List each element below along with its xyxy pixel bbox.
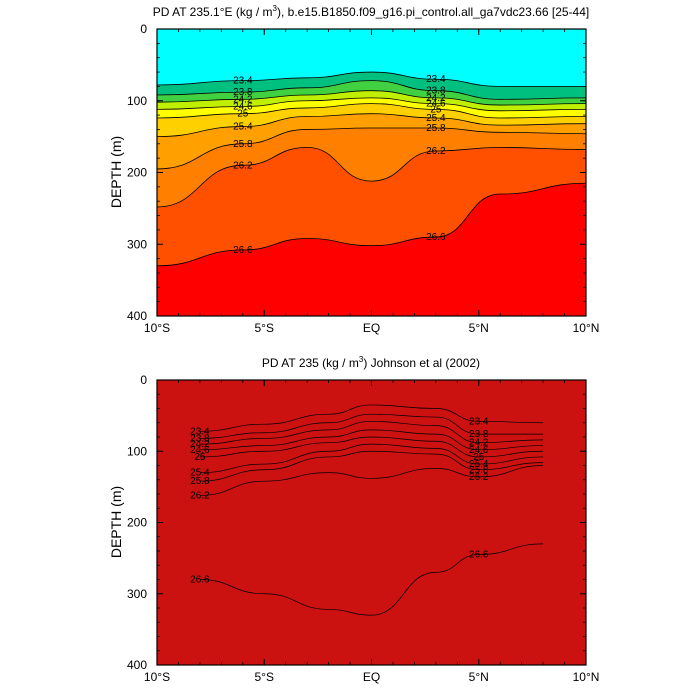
contour-line-25 — [157, 103, 586, 119]
contour-label: 25.8 — [233, 139, 253, 150]
bottom-filled-contours — [157, 380, 586, 665]
y-tick-label: 400 — [127, 309, 147, 323]
contour-line-25.4 — [157, 113, 586, 138]
contour-label: 26.6 — [190, 575, 210, 586]
contour-label: 23.4 — [190, 426, 210, 437]
contour-label: 26.2 — [233, 160, 253, 171]
contour-line-26.2 — [157, 146, 586, 208]
contour-line-25.8 — [157, 127, 586, 170]
contour-label: 23.4 — [426, 74, 446, 85]
contour-line-23.4 — [157, 71, 586, 87]
contour-label: 23.8 — [469, 429, 489, 440]
contour-line-23.8 — [157, 80, 586, 100]
bottom-fill — [157, 380, 586, 665]
contour-label: 25 — [237, 109, 249, 120]
contour-label: 26.2 — [469, 472, 489, 483]
x-tick-label: 5°S — [255, 670, 274, 684]
contour-line-23.8 — [199, 413, 544, 439]
x-tick-label: 5°N — [469, 670, 489, 684]
contour-label: 23.8 — [426, 86, 446, 97]
x-tick-label: 10°S — [144, 670, 170, 684]
contour-line-26.6 — [199, 543, 544, 616]
contour-label: 25.4 — [426, 113, 446, 124]
bottom-contour-lines — [199, 404, 544, 616]
top-axes: 10°S 5°S EQ 5°N 10°N 0 100 200 300 400 — [127, 22, 599, 335]
contour-line-26.6 — [157, 182, 586, 267]
contour-label: 23.4 — [233, 76, 253, 87]
y-tick-label: 300 — [127, 237, 147, 251]
top-title: PD AT 235.1°E (kg / m3), b.e15.B1850.f09… — [153, 4, 589, 19]
contour-label: 24.6 — [426, 99, 446, 110]
contour-label: 26.6 — [469, 550, 489, 561]
contour-label: 25 — [430, 104, 442, 115]
contour-label: 25.8 — [426, 123, 446, 134]
contour-label: 26.6 — [233, 245, 253, 256]
x-tick-label: 10°N — [573, 321, 600, 335]
contour-line-24.2 — [199, 420, 544, 445]
y-tick-label: 200 — [127, 166, 147, 180]
x-tick-label: 5°N — [469, 321, 489, 335]
y-tick-label: 200 — [127, 516, 147, 530]
contour-label: 26.2 — [190, 490, 210, 501]
top-filled-contours — [157, 29, 586, 316]
contour-label: 25.4 — [190, 468, 210, 479]
contour-label: 25.8 — [469, 465, 489, 476]
bottom-axes: 10°S 5°S EQ 5°N 10°N 0 100 200 300 400 — [127, 373, 599, 684]
contour-label: 25.4 — [469, 459, 489, 470]
contour-label: 25.4 — [233, 122, 253, 133]
y-tick-label: 0 — [140, 373, 147, 387]
y-tick-label: 0 — [140, 22, 147, 36]
y-tick-label: 300 — [127, 587, 147, 601]
y-tick-label: 400 — [127, 658, 147, 672]
contour-label: 24.6 — [233, 101, 253, 112]
bottom-ylabel: DEPTH (m) — [108, 486, 124, 558]
bottom-contour-labels: 23.423.423.8 23.824.2 24.224.6 24.625 2525.4… — [190, 416, 489, 585]
bottom-title: PD AT 235 (kg / m3) Johnson et al (2002) — [262, 355, 480, 370]
contour-label: 25.8 — [190, 476, 210, 487]
contour-label: 24.6 — [469, 445, 489, 456]
contour-label: 24.2 — [426, 93, 446, 104]
contour-label: 24.2 — [469, 438, 489, 449]
x-tick-label: EQ — [363, 321, 380, 335]
contour-line-25.8 — [199, 450, 544, 482]
top-contour-lines — [157, 71, 586, 267]
x-tick-label: 10°S — [144, 321, 170, 335]
contour-label: 23.8 — [190, 433, 210, 444]
contour-label: 25 — [473, 452, 485, 463]
contour-label: 24.6 — [190, 445, 210, 456]
contour-line-24.6 — [199, 429, 544, 451]
contour-line-26.2 — [199, 465, 544, 496]
y-tick-label: 100 — [127, 94, 147, 108]
contour-label: 23.8 — [233, 87, 253, 98]
contour-label: 25 — [194, 452, 206, 463]
contour-line-25.4 — [199, 443, 544, 473]
y-tick-label: 100 — [127, 444, 147, 458]
contour-label: 24.2 — [233, 94, 253, 105]
top-ylabel: DEPTH (m) — [108, 136, 124, 208]
x-tick-label: 5°S — [255, 321, 274, 335]
contour-label: 23.4 — [469, 416, 489, 427]
top-contour-labels: 23.4 23.423.8 23.824.2 24.224.6 24.625 2525.4… — [233, 74, 446, 256]
contour-line-25 — [199, 436, 544, 458]
x-tick-label: 10°N — [573, 670, 600, 684]
contour-line-24.2 — [157, 90, 586, 106]
contour-label: 24.2 — [190, 439, 210, 450]
contour-line-24.6 — [157, 97, 586, 112]
contour-line-23.4 — [199, 404, 544, 432]
contour-label: 26.2 — [426, 146, 446, 157]
x-tick-label: EQ — [363, 670, 380, 684]
band-fill-26.6 — [157, 183, 586, 316]
contour-label: 26.6 — [426, 232, 446, 243]
